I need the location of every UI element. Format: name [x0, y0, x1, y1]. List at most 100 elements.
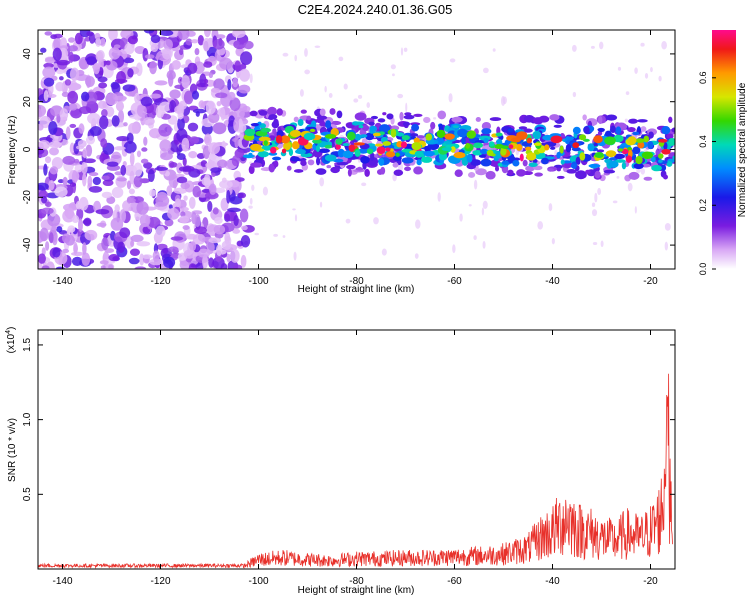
heatmap-cell	[47, 213, 61, 227]
heatmap-cell	[88, 186, 103, 193]
heatmap-cell	[565, 143, 572, 153]
heatmap-cell	[163, 256, 176, 268]
heatmap-cell	[294, 54, 298, 62]
heatmap-cell	[376, 146, 386, 154]
heatmap-cell	[510, 137, 521, 143]
heatmap-cell	[588, 163, 601, 168]
heatmap-cell	[592, 241, 598, 246]
heatmap-cell	[210, 167, 222, 173]
heatmap-cell	[668, 116, 673, 123]
heatmap-cell	[359, 129, 367, 136]
heatmap-cell	[119, 227, 131, 239]
heatmap-cell	[270, 146, 277, 154]
heatmap-cell	[101, 175, 110, 181]
heatmap-cell	[390, 128, 397, 138]
heatmap-cell	[99, 115, 109, 130]
heatmap-cell	[44, 156, 52, 164]
heatmap-cell	[62, 176, 68, 186]
heatmap-cell	[129, 248, 140, 257]
heatmap-cell	[280, 135, 291, 144]
heatmap-cell	[598, 115, 603, 125]
heatmap-cell	[261, 145, 273, 151]
heatmap-cell	[181, 207, 189, 212]
heatmap-cell	[433, 117, 437, 120]
heatmap-cell	[170, 236, 184, 241]
heatmap-cell	[100, 38, 106, 47]
heatmap-cell	[124, 42, 135, 55]
heatmap-cell	[111, 186, 124, 199]
heatmap-cell	[594, 152, 604, 159]
heatmap-cell	[260, 127, 271, 133]
heatmap-cell	[290, 156, 300, 162]
heatmap-cell	[240, 235, 251, 248]
heatmap-cell	[45, 241, 50, 251]
heatmap-cell	[572, 126, 581, 135]
heatmap-cell	[370, 151, 375, 161]
heatmap-cell	[326, 164, 332, 169]
heatmap-cell	[213, 224, 226, 235]
heatmap-cell	[57, 179, 65, 184]
heatmap-cell	[617, 148, 624, 152]
heatmap-cell	[325, 133, 337, 139]
heatmap-cell	[628, 118, 638, 124]
heatmap-cell	[209, 183, 217, 195]
heatmap-cell	[136, 104, 147, 118]
heatmap-cell	[42, 66, 56, 79]
heatmap-cell	[423, 150, 435, 157]
heatmap-cell	[658, 138, 668, 143]
heatmap-cell	[56, 59, 71, 66]
heatmap-cell	[147, 168, 155, 183]
heatmap-cell	[61, 233, 71, 244]
heatmap-cell	[163, 38, 174, 51]
heatmap-cell	[208, 112, 220, 124]
heatmap-cell	[519, 153, 524, 162]
x-tick-label: -20	[643, 276, 658, 287]
heatmap-cell	[324, 154, 337, 162]
heatmap-cell	[605, 150, 617, 158]
heatmap-cell	[101, 237, 109, 251]
heatmap-cell	[194, 214, 201, 228]
heatmap-cell	[114, 204, 120, 213]
heatmap-cell	[250, 143, 262, 151]
heatmap-cell	[324, 85, 327, 93]
heatmap-cell	[525, 146, 532, 151]
heatmap-cell	[575, 156, 581, 165]
heatmap-cell	[147, 216, 161, 228]
heatmap-cell	[140, 96, 153, 107]
heatmap-cell	[78, 218, 83, 232]
heatmap-cell	[84, 76, 95, 87]
heatmap-cell	[600, 240, 604, 248]
heatmap-cell	[612, 200, 618, 204]
heatmap-cell	[365, 132, 375, 141]
heatmap-cell	[204, 133, 212, 146]
heatmap-cell	[324, 144, 333, 149]
heatmap-cell	[582, 114, 587, 121]
x-tick-label: -40	[545, 576, 560, 587]
heatmap-cell	[215, 244, 223, 256]
heatmap-cell	[185, 38, 193, 46]
heatmap-cell	[386, 113, 394, 120]
heatmap-cell	[100, 265, 106, 269]
heatmap-cell	[627, 182, 633, 192]
heatmap-cell	[69, 142, 75, 154]
heatmap-cell	[227, 207, 242, 213]
heatmap-cell	[640, 168, 646, 175]
snr-plot-area	[38, 330, 675, 569]
heatmap-cell	[238, 84, 251, 94]
heatmap-cell	[590, 45, 595, 49]
heatmap-cell	[123, 122, 128, 127]
heatmap-cell	[466, 130, 476, 139]
heatmap-cell	[71, 256, 83, 267]
heatmap-cell	[56, 226, 63, 233]
colorbar-label: Normalized spectral amplitude	[737, 82, 748, 217]
heatmap-cell	[251, 184, 255, 191]
heatmap-cell	[525, 165, 535, 172]
heatmap-cell	[643, 176, 653, 181]
heatmap-cell	[97, 100, 107, 109]
heatmap-cell	[216, 100, 222, 107]
spectrogram-panel: -140 -120 -100 -80 -60 -40 -20 40 20 0 -20 -40 Hei…	[7, 29, 676, 295]
heatmap-cell	[621, 162, 627, 170]
heatmap-cell	[69, 123, 77, 128]
heatmap-cell	[319, 201, 323, 208]
